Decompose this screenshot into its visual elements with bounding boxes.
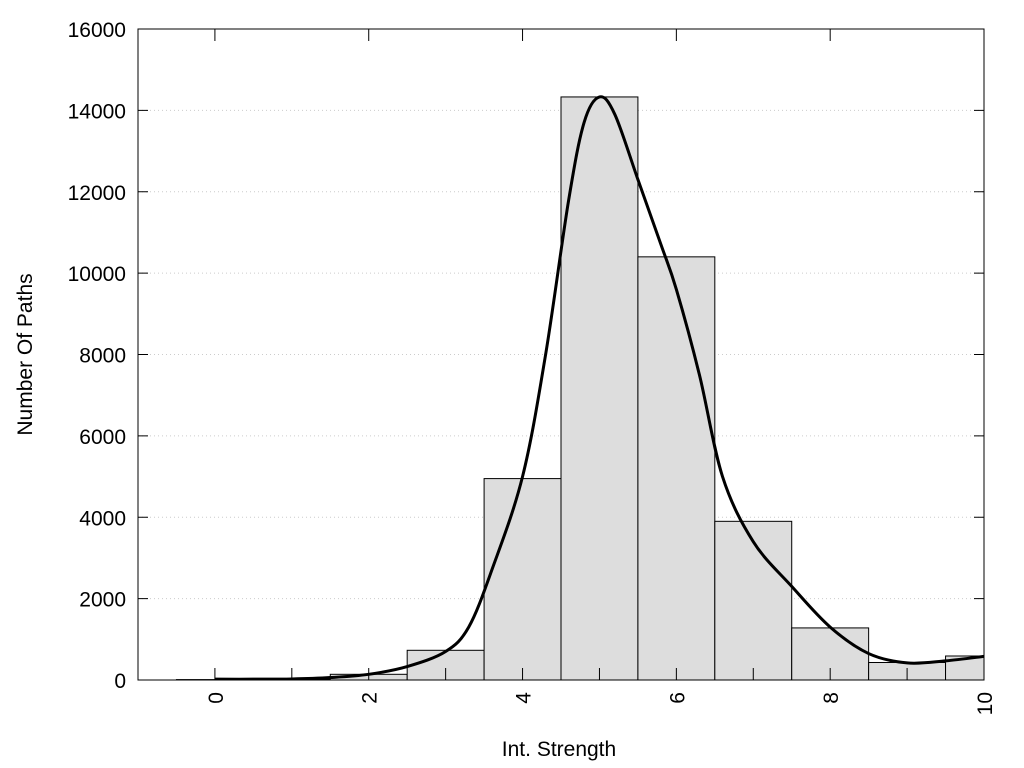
y-tick-label-1: 2000 [79,589,126,612]
histogram-bar-7 [714,520,793,680]
y-tick-label-3: 6000 [79,426,126,449]
x-tick-label-4: 8 [820,692,843,704]
y-tick-label-5: 10000 [68,263,126,286]
x-axis: 0 2 4 6 8 10 [205,29,997,715]
x-tick-label-2: 4 [513,692,536,704]
density-curve-line [214,95,984,680]
y-tick-label-0: 0 [114,670,126,693]
x-tick-label-3: 6 [666,692,689,704]
histogram-bar-6 [637,256,716,680]
y-tick-label-4: 8000 [79,345,126,368]
histogram-bar-4 [483,478,562,680]
histogram-bars [175,96,984,680]
y-tick-label-8: 16000 [68,19,126,42]
x-tick-label-1: 2 [359,692,382,704]
histogram-bar-5 [560,96,639,680]
y-gridlines [138,109,984,600]
y-tick-label-2: 4000 [79,507,126,530]
x-tick-label-0: 0 [205,692,228,704]
x-axis-title: Int. Strength [502,738,616,761]
y-axis-title: Number Of Paths [14,273,37,435]
y-tick-label-6: 12000 [68,182,126,205]
density-curve [214,95,984,680]
y-tick-label-7: 14000 [68,100,126,123]
y-axis: 0 2000 4000 6000 8000 10000 12000 14000 16000 [68,19,984,693]
x-tick-label-5: 10 [974,692,997,715]
